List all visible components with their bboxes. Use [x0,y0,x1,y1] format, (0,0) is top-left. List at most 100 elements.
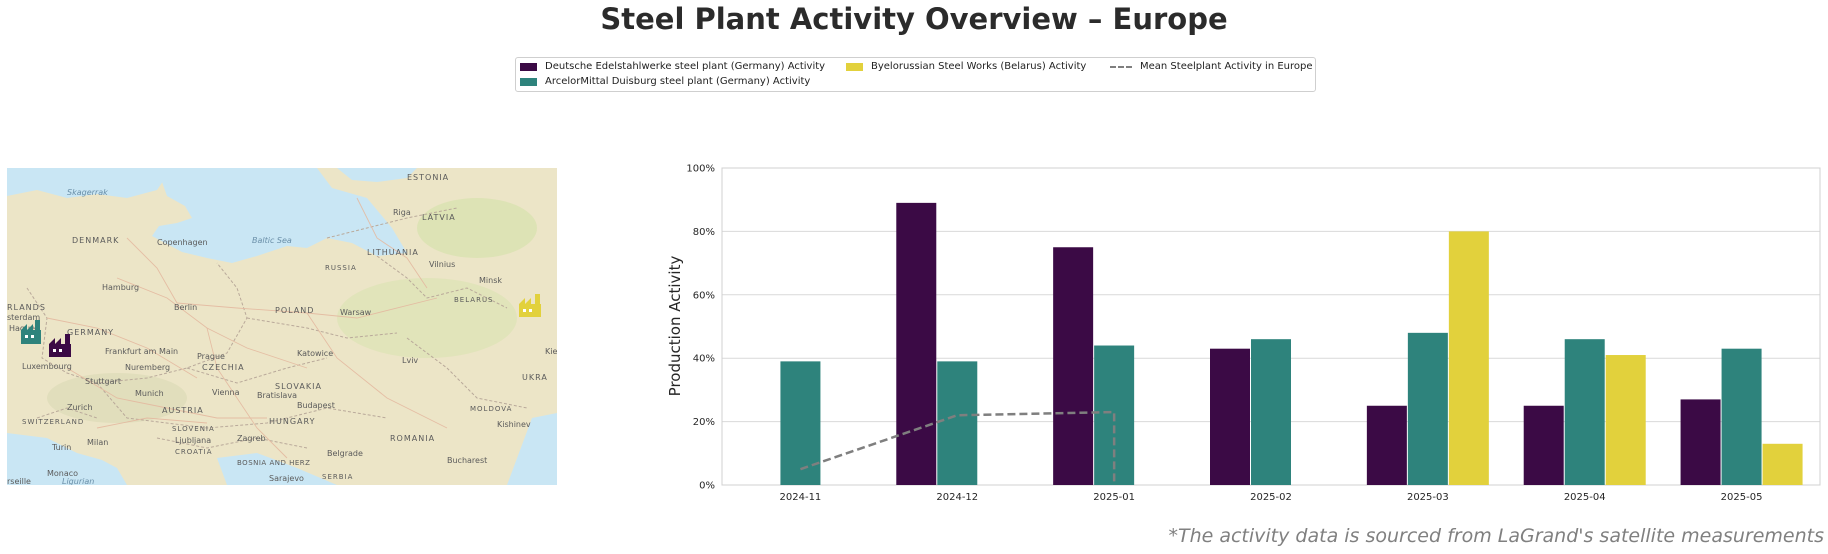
map-adriatic [217,453,337,485]
map-label-luxembourg: Luxembourg [22,362,72,371]
mean-line [800,410,1116,485]
map-label-lviv: Lviv [402,356,418,365]
map-label-switzerland: SWITZERLAND [22,418,84,426]
mean-line-path [800,410,1116,485]
bar-arcelormittal [780,361,821,485]
y-tick-labels: 0% 20% 40% 60% 80% 100% [686,164,715,492]
map-ligurian-sea [7,433,127,485]
map-label-latvia: LATVIA [422,213,456,222]
map-label-sarajevo: Sarajevo [269,474,304,483]
map-label-slovakia: SLOVAKIA [275,382,322,391]
map-labels: Skagerrak ESTONIA Riga LATVIA DENMARK Co… [7,173,557,485]
map-label-turin: Turin [51,443,71,452]
map-label-hamburg: Hamburg [102,283,139,292]
bar-arcelormittal [1564,339,1605,485]
map-label-croatia: CROATIA [175,448,213,456]
x-tick-label: 2024-12 [936,492,978,503]
map-label-copenhagen: Copenhagen [157,238,208,247]
map-roads [46,197,448,459]
map-label-nuremberg: Nuremberg [125,363,170,372]
x-tick-label: 2024-11 [780,492,822,503]
map-label-bucharest: Bucharest [447,456,487,465]
y-tick-label: 20% [693,417,715,428]
legend-item-mean: Mean Steelplant Activity in Europe [1110,61,1313,72]
x-tick-label: 2025-04 [1564,492,1606,503]
page-title: Steel Plant Activity Overview – Europe [600,2,1228,36]
legend-swatch [846,62,863,71]
map-label-russia: RUSSIA [325,264,357,272]
bar-byelorussian [1448,231,1489,485]
legend-item-arcelormittal: ArcelorMittal Duisburg steel plant (Germ… [520,76,810,87]
map-borders [26,207,528,449]
map-label-serbia: SERBIA [322,473,353,481]
bar-arcelormittal [1721,348,1762,485]
bar-arcelormittal [937,361,978,485]
y-tick-label: 0% [699,481,715,492]
map-label-zurich: Zurich [67,403,93,412]
map-label-romania: ROMANIA [390,434,435,443]
map-label-lithuania: LITHUANIA [367,248,419,257]
bar-deutsche [1366,405,1407,485]
map-label-ligurian: Ligurian [62,477,94,485]
map-sea-north [7,168,172,198]
y-tick-label: 80% [693,227,715,238]
map-label-austria: AUSTRIA [162,406,204,415]
factory-icon-arcelormittal[interactable] [21,320,41,344]
map-label-bratislava: Bratislava [257,391,297,400]
factory-icon-byelorussian[interactable] [519,294,541,317]
legend-item-byelorussian: Byelorussian Steel Works (Belarus) Activ… [846,61,1086,72]
legend-label: ArcelorMittal Duisburg steel plant (Germ… [545,76,811,87]
map-label-berlin: Berlin [174,303,197,312]
factory-icon-deutsche-edelstahlwerke[interactable] [49,334,71,357]
bar-deutsche [1210,348,1250,485]
map-label-stuttgart: Stuttgart [85,377,121,386]
map-label-hague: Hague [9,324,35,333]
legend-dash [1110,65,1132,68]
map-label-riga: Riga [393,208,411,217]
chart-bars [780,202,1803,485]
map-label-baltic: Baltic Sea [252,236,292,245]
bar-deutsche [1680,399,1721,485]
map-label-denmark: DENMARK [72,236,119,245]
map-label-poland: POLAND [275,306,314,315]
bar-deutsche [1523,405,1564,485]
map-label-amsterdam: sterdam [7,313,40,322]
x-tick-labels: 2024-11 2024-12 2025-01 2025-02 2025-03 2025-… [780,492,1763,503]
map-gulf [337,168,417,182]
map-label-frankfurt: Frankfurt am Main [105,347,178,356]
map-label-czechia: CZECHIA [202,363,245,372]
map-label-bosnia: BOSNIA AND HERZ [237,459,310,467]
y-tick-label: 60% [693,290,715,301]
map-label-netherlands: RLANDS [7,303,46,312]
y-tick-label: 40% [693,354,715,365]
legend-label: Deutsche Edelstahlwerke steel plant (Ger… [545,61,826,72]
bar-byelorussian [1605,355,1646,485]
map-black-sea [507,413,557,485]
legend-item-deutsche: Deutsche Edelstahlwerke steel plant (Ger… [520,61,825,72]
x-tick-label: 2025-02 [1250,492,1292,503]
map-label-zagreb: Zagreb [237,434,266,443]
y-axis-label: Production Activity [666,256,684,397]
map-label-budapest: Budapest [297,401,335,410]
map-baltic-sea [152,168,407,263]
map-label-vilnius: Vilnius [429,260,455,269]
map-label-vienna: Vienna [212,388,240,397]
map-vegetation [417,198,537,258]
map-label-hungary: HUNGARY [269,417,315,426]
map-label-kiev: Kie [545,347,557,356]
map-label-monaco: Monaco [47,469,78,478]
footnote: *The activity data is sourced from LaGra… [1168,525,1824,547]
map-label-belgrade: Belgrade [327,449,363,458]
map-label-belarus: BELARUS [454,296,494,304]
europe-map[interactable]: Skagerrak ESTONIA Riga LATVIA DENMARK Co… [7,168,557,485]
map-label-munich: Munich [135,389,164,398]
map-label-minsk: Minsk [479,276,502,285]
y-tick-label: 100% [686,164,715,175]
map-label-prague: Prague [197,352,225,361]
legend-label: Byelorussian Steel Works (Belarus) Activ… [871,61,1087,72]
map-label-skagerrak: Skagerrak [67,188,108,197]
map-label-katowice: Katowice [297,349,333,358]
bar-arcelormittal [1407,332,1448,485]
map-label-moldova: MOLDOVA [470,405,512,413]
